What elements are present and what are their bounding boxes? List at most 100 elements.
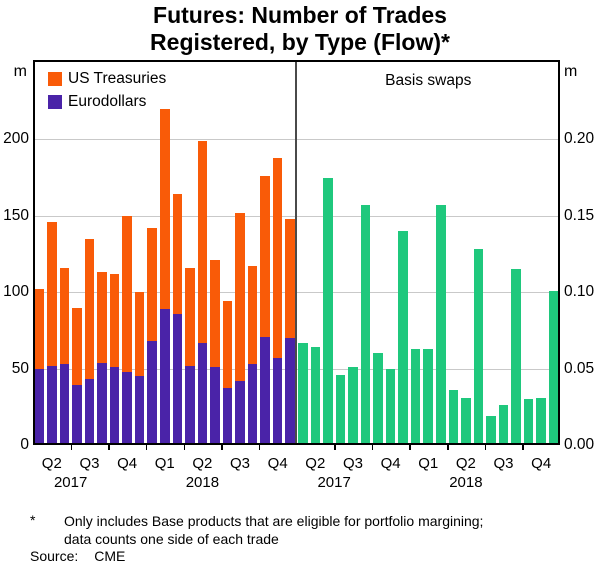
bar-segment-us_treasuries bbox=[84, 238, 95, 380]
bar-may-2017 bbox=[47, 221, 57, 445]
bar-segment-basis_swaps bbox=[486, 415, 496, 445]
x-axis-quarter-label: Q4 bbox=[531, 455, 552, 472]
y-axis-tick-label-left: 0 bbox=[20, 436, 29, 453]
x-axis-quarter-label: Q4 bbox=[117, 455, 138, 472]
x-axis-quarter-label: Q2 bbox=[305, 455, 326, 472]
bar-segment-us_treasuries bbox=[197, 140, 208, 343]
eurodollars-swatch-icon bbox=[48, 94, 62, 109]
bar-segment-eurodollars bbox=[222, 388, 233, 445]
bar-may-2017 bbox=[310, 347, 321, 445]
legend-row-eurodollars: Eurodollars bbox=[48, 90, 166, 113]
bar-jun-2017 bbox=[323, 177, 333, 445]
bar-segment-us_treasuries bbox=[122, 215, 132, 372]
bar-mar-2018 bbox=[436, 205, 446, 445]
bar-segment-basis_swaps bbox=[323, 177, 333, 445]
x-axis-quarter-tick bbox=[183, 445, 186, 450]
y-axis-tick-label-right: 0.00 bbox=[564, 436, 595, 453]
bar-segment-us_treasuries bbox=[34, 289, 45, 369]
gridline bbox=[33, 139, 560, 141]
bar-segment-us_treasuries bbox=[260, 176, 270, 337]
bar-segment-us_treasuries bbox=[235, 212, 245, 381]
bar-apr-2018 bbox=[185, 267, 195, 445]
y-axis-tick-label-left: 50 bbox=[11, 359, 29, 377]
bar-segment-us_treasuries bbox=[159, 108, 170, 310]
bar-segment-eurodollars bbox=[97, 362, 107, 445]
bar-aug-2018 bbox=[498, 405, 509, 445]
bar-segment-basis_swaps bbox=[461, 397, 471, 445]
y-axis-tick-label-right: 0.20 bbox=[564, 130, 595, 148]
chart-title-line1: Futures: Number of Trades bbox=[153, 2, 447, 28]
chart-title-line2: Registered, by Type (Flow)* bbox=[150, 29, 450, 55]
y-axis-tick-label-right: 0.05 bbox=[564, 359, 595, 377]
bar-aug-2017 bbox=[84, 238, 95, 445]
x-axis-quarter-label: Q3 bbox=[493, 455, 514, 472]
source: Source: CME bbox=[30, 548, 125, 564]
chart-title: Futures: Number of Trades Registered, by… bbox=[0, 2, 600, 56]
bar-segment-eurodollars bbox=[272, 357, 283, 445]
bar-segment-eurodollars bbox=[260, 336, 270, 445]
x-axis-quarter-tick bbox=[447, 445, 449, 450]
bar-segment-basis_swaps bbox=[448, 390, 459, 445]
x-axis-quarter-tick bbox=[145, 445, 148, 450]
bar-nov-2018 bbox=[536, 397, 546, 445]
footnote-line2: data counts one side of each trade bbox=[64, 531, 279, 547]
x-axis-year-label: 2018 bbox=[449, 474, 483, 491]
bar-segment-us_treasuries bbox=[272, 157, 283, 358]
gridline bbox=[33, 215, 560, 217]
bar-segment-basis_swaps bbox=[511, 269, 521, 445]
bar-segment-basis_swaps bbox=[398, 231, 408, 445]
bar-segment-eurodollars bbox=[109, 367, 120, 445]
y-axis-tick-label-right: 0.10 bbox=[564, 283, 595, 301]
source-value: CME bbox=[94, 548, 126, 564]
bar-segment-eurodollars bbox=[159, 309, 170, 445]
bar-segment-eurodollars bbox=[84, 379, 95, 445]
bar-segment-basis_swaps bbox=[298, 342, 308, 445]
bar-segment-eurodollars bbox=[122, 371, 132, 445]
bar-apr-2017 bbox=[34, 289, 45, 445]
bar-segment-basis_swaps bbox=[335, 374, 346, 445]
bar-dec-2017 bbox=[134, 292, 145, 445]
bar-segment-basis_swaps bbox=[536, 397, 546, 445]
bar-dec-2017 bbox=[398, 231, 408, 445]
plot-area: US Treasuries Eurodollars Basis swaps bbox=[33, 60, 560, 445]
bar-segment-basis_swaps bbox=[385, 368, 396, 445]
x-axis-quarter-label: Q2 bbox=[455, 455, 476, 472]
bar-segment-basis_swaps bbox=[548, 290, 559, 445]
legend: US Treasuries Eurodollars bbox=[48, 67, 166, 113]
bar-segment-eurodollars bbox=[34, 368, 45, 445]
right-axis-unit: m bbox=[564, 63, 578, 80]
bar-sep-2018 bbox=[247, 266, 258, 445]
bar-segment-us_treasuries bbox=[109, 273, 120, 368]
bar-segment-us_treasuries bbox=[210, 260, 220, 368]
bar-segment-eurodollars bbox=[185, 365, 195, 445]
bar-oct-2017 bbox=[109, 273, 120, 445]
bar-segment-basis_swaps bbox=[523, 399, 534, 445]
x-axis-quarter-label: Q2 bbox=[41, 455, 62, 472]
bar-jun-2017 bbox=[59, 267, 70, 445]
x-axis-quarter-tick bbox=[221, 445, 223, 450]
bar-jul-2017 bbox=[72, 307, 82, 445]
bar-segment-us_treasuries bbox=[185, 267, 195, 366]
y-axis-tick-label-left: 150 bbox=[3, 206, 29, 224]
legend-row-us-treasuries: US Treasuries bbox=[48, 67, 166, 90]
bar-mar-2018 bbox=[172, 194, 183, 445]
footnote-marker: * bbox=[30, 512, 36, 528]
bar-segment-us_treasuries bbox=[134, 292, 145, 377]
x-axis-quarter-label: Q2 bbox=[192, 455, 213, 472]
bar-segment-eurodollars bbox=[72, 385, 82, 445]
bar-segment-eurodollars bbox=[235, 380, 245, 445]
x-axis-quarter-tick bbox=[522, 445, 524, 450]
bar-segment-us_treasuries bbox=[97, 272, 107, 363]
x-axis-year-label: 2018 bbox=[185, 474, 220, 491]
y-axis-tick-label-left: 100 bbox=[3, 283, 29, 301]
x-axis-quarter-label: Q3 bbox=[230, 455, 251, 472]
bar-segment-us_treasuries bbox=[72, 307, 82, 386]
bar-nov-2017 bbox=[385, 368, 396, 445]
bar-segment-us_treasuries bbox=[285, 218, 295, 339]
bar-segment-basis_swaps bbox=[423, 348, 434, 445]
x-axis-quarter-tick bbox=[334, 445, 336, 450]
x-axis-quarter-tick bbox=[258, 445, 261, 450]
y-axis-tick-label-right: 0.15 bbox=[564, 206, 595, 224]
bar-segment-basis_swaps bbox=[310, 347, 321, 445]
bar-jul-2018 bbox=[486, 415, 496, 445]
